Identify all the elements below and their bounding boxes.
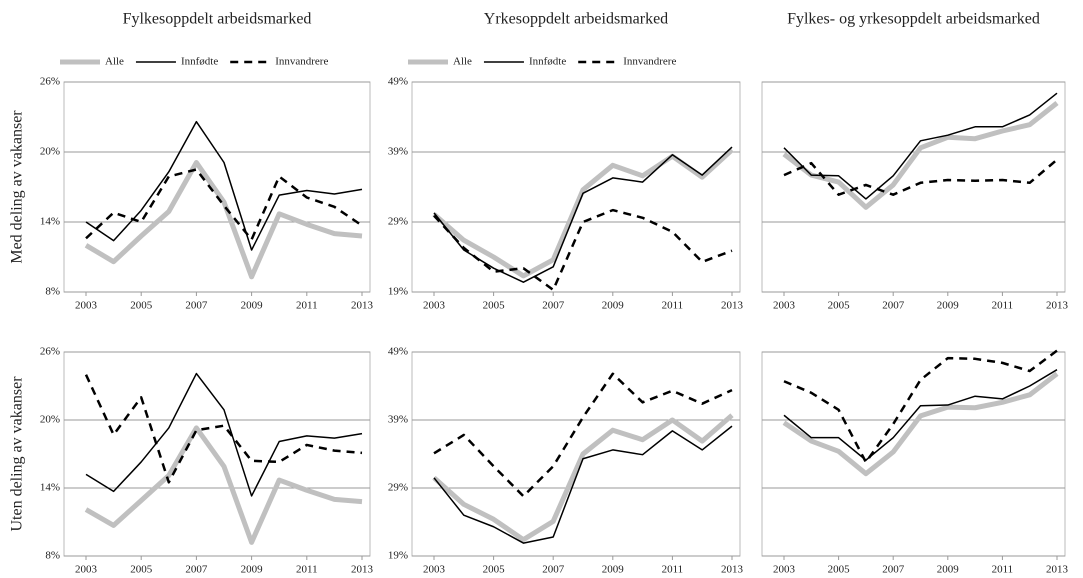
column-title: Fylkes- og yrkesoppdelt arbeidsmarked bbox=[787, 11, 1040, 28]
x-tick-label: 2013 bbox=[351, 300, 374, 312]
series-line bbox=[782, 371, 1059, 477]
series-line bbox=[84, 160, 363, 280]
x-tick-label: 2007 bbox=[542, 300, 565, 312]
plot-frame bbox=[411, 81, 741, 293]
x-tick-label: 2013 bbox=[721, 564, 744, 576]
legend-label: Innfødte bbox=[529, 56, 566, 68]
series-line bbox=[783, 369, 1058, 461]
x-tick-label: 2003 bbox=[75, 564, 98, 576]
series-line bbox=[84, 425, 363, 545]
column-title: Fylkesoppdelt arbeidsmarked bbox=[123, 11, 312, 28]
x-tick-label: 2005 bbox=[130, 564, 153, 576]
x-tick-label: 2005 bbox=[828, 564, 851, 576]
x-tick-label: 2009 bbox=[241, 300, 264, 312]
x-tick-label: 2005 bbox=[483, 564, 506, 576]
x-tick-label: 2003 bbox=[75, 300, 98, 312]
y-tick-label: 39% bbox=[388, 414, 408, 426]
series-line bbox=[432, 148, 734, 279]
x-tick-label: 2011 bbox=[296, 564, 318, 576]
x-tick-label: 2005 bbox=[130, 300, 153, 312]
y-tick-label: 29% bbox=[388, 482, 408, 494]
x-tick-label: 2011 bbox=[992, 564, 1014, 576]
series-line bbox=[85, 372, 363, 497]
x-tick-label: 2011 bbox=[662, 564, 684, 576]
plot-frame bbox=[761, 81, 1066, 293]
y-tick-label: 39% bbox=[388, 146, 408, 158]
y-tick-label: 8% bbox=[45, 550, 60, 562]
x-tick-label: 2005 bbox=[483, 300, 506, 312]
x-tick-label: 2009 bbox=[602, 564, 625, 576]
y-tick-label: 19% bbox=[388, 550, 408, 562]
legend-label: Innvandrere bbox=[275, 56, 328, 68]
x-tick-label: 2007 bbox=[882, 564, 905, 576]
x-tick-label: 2009 bbox=[241, 564, 264, 576]
series-line bbox=[783, 92, 1058, 200]
x-tick-label: 2011 bbox=[662, 300, 684, 312]
x-tick-label: 2003 bbox=[423, 564, 446, 576]
x-tick-label: 2009 bbox=[937, 564, 960, 576]
y-tick-label: 26% bbox=[40, 346, 60, 358]
series-line bbox=[433, 372, 733, 498]
plot-frame bbox=[761, 351, 1066, 557]
y-axis-label: Uten deling av vakanser bbox=[9, 376, 26, 532]
x-tick-label: 2003 bbox=[773, 564, 796, 576]
legend-label: Alle bbox=[453, 56, 472, 68]
y-tick-label: 49% bbox=[388, 76, 408, 88]
legend-label: Innfødte bbox=[181, 56, 218, 68]
plot-frame bbox=[411, 351, 741, 557]
series-line bbox=[432, 413, 734, 543]
y-tick-label: 8% bbox=[45, 286, 60, 298]
series-line bbox=[433, 425, 733, 544]
x-tick-label: 2007 bbox=[185, 564, 208, 576]
x-tick-label: 2007 bbox=[542, 564, 565, 576]
series-line bbox=[433, 146, 733, 283]
x-tick-label: 2007 bbox=[185, 300, 208, 312]
y-tick-label: 19% bbox=[388, 286, 408, 298]
x-tick-label: 2005 bbox=[828, 300, 851, 312]
series-line bbox=[783, 158, 1058, 196]
y-tick-label: 49% bbox=[388, 346, 408, 358]
y-tick-label: 20% bbox=[40, 414, 60, 426]
y-tick-label: 26% bbox=[40, 76, 60, 88]
column-title: Yrkesoppdelt arbeidsmarked bbox=[484, 11, 668, 28]
y-tick-label: 29% bbox=[388, 216, 408, 228]
x-tick-label: 2007 bbox=[882, 300, 905, 312]
y-tick-label: 14% bbox=[40, 216, 60, 228]
legend-label: Alle bbox=[105, 56, 124, 68]
x-tick-label: 2009 bbox=[602, 300, 625, 312]
y-tick-label: 20% bbox=[40, 146, 60, 158]
x-tick-label: 2011 bbox=[992, 300, 1014, 312]
x-tick-label: 2013 bbox=[721, 300, 744, 312]
x-tick-label: 2011 bbox=[296, 300, 318, 312]
y-tick-label: 14% bbox=[40, 482, 60, 494]
legend-label: Innvandrere bbox=[623, 56, 676, 68]
series-line bbox=[85, 120, 363, 251]
x-tick-label: 2013 bbox=[1046, 300, 1069, 312]
x-tick-label: 2013 bbox=[351, 564, 374, 576]
x-tick-label: 2003 bbox=[423, 300, 446, 312]
x-tick-label: 2003 bbox=[773, 300, 796, 312]
x-tick-label: 2009 bbox=[937, 300, 960, 312]
series-line bbox=[782, 101, 1059, 210]
x-tick-label: 2013 bbox=[1046, 564, 1069, 576]
y-axis-label: Med deling av vakanser bbox=[9, 110, 26, 264]
series-line bbox=[85, 168, 363, 241]
